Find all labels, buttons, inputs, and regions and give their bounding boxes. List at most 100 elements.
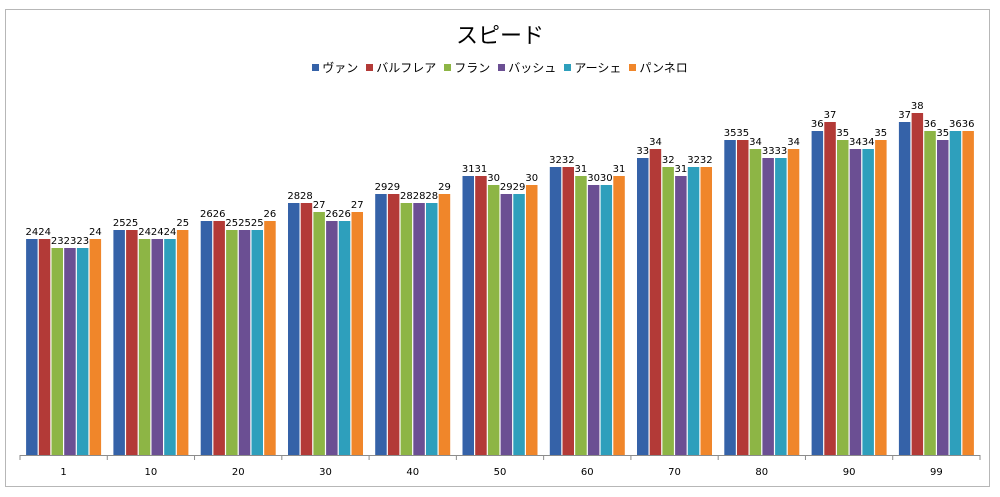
bar xyxy=(126,230,138,455)
x-tick-label: 70 xyxy=(668,467,681,478)
bar xyxy=(313,212,325,455)
bar xyxy=(238,230,251,455)
legend-swatch xyxy=(498,64,506,71)
data-label: 26 xyxy=(338,209,351,220)
bar xyxy=(176,230,189,455)
x-tick-label: 99 xyxy=(930,467,943,478)
bar xyxy=(89,239,102,455)
legend-item: バッシュ xyxy=(498,59,556,76)
bar xyxy=(837,140,849,455)
bar xyxy=(526,185,538,455)
bar xyxy=(387,194,400,455)
bar xyxy=(200,221,213,455)
bar xyxy=(38,239,51,455)
data-label: 38 xyxy=(911,101,924,112)
data-label: 24 xyxy=(151,227,164,238)
x-tick-label: 80 xyxy=(755,467,768,478)
legend-swatch xyxy=(444,64,452,71)
data-label: 25 xyxy=(251,218,264,229)
data-label: 26 xyxy=(325,209,338,220)
legend-item: ヴァン xyxy=(312,59,358,76)
bar xyxy=(226,230,238,455)
data-label: 26 xyxy=(200,209,213,220)
bar xyxy=(251,230,263,455)
data-label: 35 xyxy=(936,128,949,139)
data-label: 35 xyxy=(836,128,849,139)
bar xyxy=(811,131,824,455)
data-label: 31 xyxy=(613,164,626,175)
data-label: 31 xyxy=(675,164,688,175)
bar xyxy=(949,131,962,455)
data-label: 24 xyxy=(138,227,151,238)
legend-label: アーシェ xyxy=(574,61,622,75)
bar xyxy=(326,221,338,455)
data-label: 24 xyxy=(26,227,39,238)
data-label: 23 xyxy=(64,236,77,247)
bar xyxy=(675,176,687,455)
data-label: 32 xyxy=(562,155,575,166)
bar xyxy=(113,230,125,455)
data-label: 29 xyxy=(513,182,526,193)
bar xyxy=(875,140,887,455)
bar xyxy=(288,203,300,455)
bar xyxy=(500,194,513,455)
chart-legend: ヴァン バルフレア フラン バッシュ アーシェ パンネロ xyxy=(0,59,1000,76)
x-tick-label: 10 xyxy=(145,467,158,478)
bar xyxy=(151,239,163,455)
bar xyxy=(937,140,949,455)
data-label: 34 xyxy=(749,137,762,148)
data-label: 34 xyxy=(787,137,800,148)
data-label: 25 xyxy=(225,218,238,229)
bar xyxy=(26,239,38,455)
data-label: 32 xyxy=(549,155,562,166)
legend-item: フラン xyxy=(444,59,490,76)
bar xyxy=(549,167,562,455)
bar xyxy=(762,158,774,455)
data-label: 31 xyxy=(475,164,488,175)
bar xyxy=(662,167,674,455)
data-label: 33 xyxy=(775,146,788,157)
data-label: 24 xyxy=(89,227,102,238)
x-tick-label: 40 xyxy=(406,467,419,478)
bar xyxy=(426,203,438,455)
data-label: 33 xyxy=(636,146,649,157)
x-tick-label: 50 xyxy=(494,467,507,478)
data-label: 30 xyxy=(587,173,600,184)
bar xyxy=(700,167,712,455)
x-tick-label: 20 xyxy=(232,467,245,478)
bar xyxy=(338,221,351,455)
bar xyxy=(400,203,413,455)
data-label: 31 xyxy=(575,164,588,175)
data-label: 30 xyxy=(525,173,538,184)
bar xyxy=(962,131,974,455)
bar xyxy=(351,212,363,455)
bar xyxy=(375,194,387,455)
data-label: 27 xyxy=(313,200,326,211)
bar xyxy=(613,176,625,455)
data-label: 30 xyxy=(487,173,500,184)
bar xyxy=(898,122,911,455)
legend-swatch xyxy=(564,64,572,71)
bar xyxy=(300,203,313,455)
bar xyxy=(749,149,762,455)
bar xyxy=(264,221,276,455)
bar xyxy=(637,158,649,455)
data-label: 32 xyxy=(662,155,675,166)
data-label: 35 xyxy=(874,128,887,139)
bar xyxy=(911,113,924,455)
legend-label: ヴァン xyxy=(322,61,359,75)
data-label: 25 xyxy=(238,218,251,229)
data-label: 35 xyxy=(736,128,749,139)
data-label: 29 xyxy=(500,182,513,193)
data-label: 29 xyxy=(438,182,451,193)
bar xyxy=(824,122,836,455)
x-tick-label: 60 xyxy=(581,467,594,478)
data-label: 33 xyxy=(762,146,775,157)
legend-swatch xyxy=(629,64,637,71)
bar xyxy=(737,140,749,455)
data-label: 32 xyxy=(687,155,700,166)
data-label: 29 xyxy=(387,182,400,193)
bar xyxy=(924,131,936,455)
legend-item: アーシェ xyxy=(564,59,621,76)
x-tick-label: 90 xyxy=(843,467,856,478)
